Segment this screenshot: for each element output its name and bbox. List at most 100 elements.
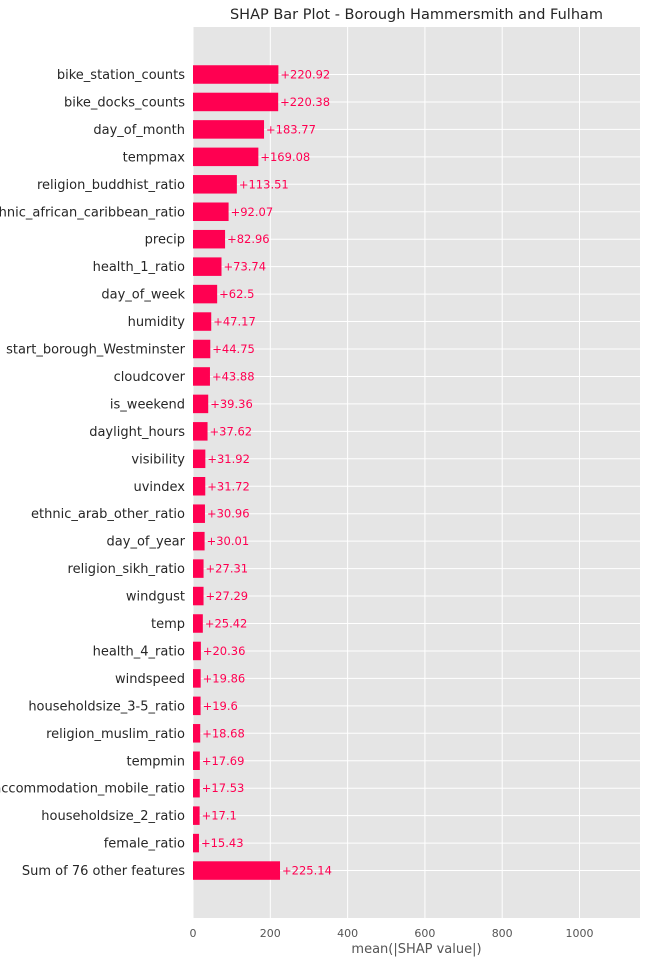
data-label: +27.31 <box>206 562 249 576</box>
y-tick-label: health_1_ratio <box>93 260 185 275</box>
y-tick-label: Sum of 76 other features <box>22 864 185 879</box>
data-labels: +220.92 +220.38 +183.77 +169.08 +113.51 +92.0… <box>201 68 332 878</box>
data-label: +82.96 <box>227 232 270 246</box>
bar <box>193 449 206 469</box>
bar <box>193 559 204 578</box>
data-label: +30.96 <box>207 507 250 521</box>
x-axis-label: mean(|SHAP value|) <box>351 942 481 957</box>
data-label: +19.6 <box>203 699 238 713</box>
data-label: +73.74 <box>224 260 267 274</box>
y-tick-label: health_4_ratio <box>93 644 185 659</box>
y-tick-label: day_of_year <box>107 535 186 550</box>
y-tick-label: accommodation_mobile_ratio <box>0 782 185 797</box>
data-label: +220.92 <box>280 68 330 82</box>
data-label: +18.68 <box>202 726 245 740</box>
data-label: +44.75 <box>212 342 255 356</box>
y-tick-label: day_of_week <box>101 288 185 303</box>
bar <box>193 92 279 112</box>
x-tick-label: 200 <box>260 927 281 940</box>
bars <box>193 65 281 880</box>
bar <box>193 696 201 716</box>
data-label: +113.51 <box>239 177 289 191</box>
y-tick-label: humidity <box>128 315 186 330</box>
data-label: +169.08 <box>260 150 310 164</box>
y-tick-labels: bike_station_counts bike_docks_counts day_… <box>0 68 186 879</box>
data-label: +27.29 <box>206 589 249 603</box>
data-label: +20.36 <box>203 644 246 658</box>
y-tick-label: bike_station_counts <box>57 68 185 83</box>
data-label: +43.88 <box>212 369 255 383</box>
y-tick-label: religion_sikh_ratio <box>68 562 186 577</box>
data-label: +17.53 <box>202 781 245 795</box>
x-tick-label: 600 <box>414 927 435 940</box>
data-label: +62.5 <box>219 287 254 301</box>
bar <box>193 833 199 853</box>
data-label: +92.07 <box>231 205 274 219</box>
data-label: +15.43 <box>201 836 244 850</box>
bar <box>193 394 209 414</box>
y-tick-label: visibility <box>131 452 185 467</box>
bar <box>193 202 229 221</box>
y-tick-label: religion_muslim_ratio <box>46 727 185 742</box>
y-tick-label: tempmax <box>123 150 186 165</box>
y-tick-label: start_borough_Westminster <box>6 343 186 358</box>
data-label: +183.77 <box>266 122 316 136</box>
data-label: +17.1 <box>202 809 237 823</box>
bar <box>193 120 265 139</box>
y-tick-label: cloudcover <box>114 370 186 385</box>
data-label: +47.17 <box>213 315 256 329</box>
y-tick-label: householdsize_2_ratio <box>41 809 185 824</box>
x-tick-label: 800 <box>492 927 513 940</box>
bar <box>193 339 211 359</box>
y-tick-label: daylight_hours <box>89 425 185 440</box>
y-tick-label: female_ratio <box>104 837 185 852</box>
data-label: +30.01 <box>207 534 250 548</box>
bar <box>193 586 204 606</box>
y-tick-label: ethnic_african_caribbean_ratio <box>0 205 185 220</box>
bar <box>193 531 205 551</box>
bar <box>193 147 259 167</box>
bar <box>193 477 206 496</box>
chart-title: SHAP Bar Plot - Borough Hammersmith and … <box>230 7 603 23</box>
y-tick-label: uvindex <box>134 480 186 495</box>
y-tick-label: religion_buddhist_ratio <box>37 178 185 193</box>
x-tick-label: 1000 <box>566 927 594 940</box>
data-label: +31.92 <box>207 452 250 466</box>
bar <box>193 751 200 770</box>
bar <box>193 65 279 84</box>
data-label: +31.72 <box>207 479 250 493</box>
bar <box>193 422 208 441</box>
y-tick-label: ethnic_arab_other_ratio <box>31 507 185 522</box>
bar <box>193 641 201 661</box>
bar <box>193 724 201 743</box>
bar <box>193 778 200 798</box>
data-label: +19.86 <box>203 671 246 685</box>
bar <box>193 312 212 331</box>
bar <box>193 504 205 523</box>
y-tick-label: precip <box>145 233 185 248</box>
grid-lines <box>192 27 640 918</box>
y-tick-label: temp <box>151 617 185 632</box>
x-tick-label: 0 <box>190 927 197 940</box>
bar <box>193 861 281 880</box>
data-label: +220.38 <box>280 95 330 109</box>
data-label: +25.42 <box>205 617 248 631</box>
y-tick-label: is_weekend <box>110 397 185 412</box>
bar <box>193 806 200 825</box>
data-label: +225.14 <box>282 864 332 878</box>
bar <box>193 257 222 276</box>
y-tick-label: windgust <box>126 590 185 605</box>
y-tick-label: householdsize_3-5_ratio <box>28 699 185 714</box>
bar <box>193 614 203 633</box>
bar <box>193 175 237 194</box>
data-label: +39.36 <box>210 397 253 411</box>
bar <box>193 284 218 304</box>
bar <box>193 669 201 688</box>
bar <box>193 367 210 386</box>
data-label: +37.62 <box>210 424 253 438</box>
bar <box>193 229 226 249</box>
data-label: +17.69 <box>202 754 245 768</box>
x-tick-label: 400 <box>337 927 358 940</box>
y-tick-label: day_of_month <box>93 123 185 138</box>
